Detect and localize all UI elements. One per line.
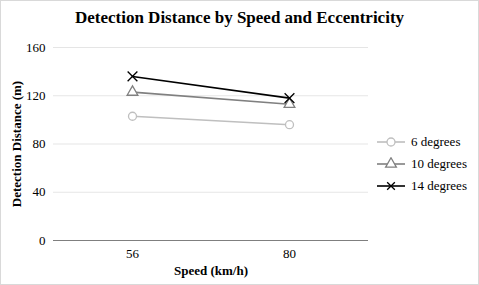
html-text:6 degrees: 6 degrees [411, 134, 461, 149]
svg-text:Detection Distance (m): Detection Distance (m) [9, 81, 24, 207]
svg-text:80: 80 [33, 136, 46, 151]
svg-text:Speed (km/h): Speed (km/h) [174, 263, 248, 278]
svg-text:120: 120 [26, 88, 46, 103]
html-text:10 degrees: 10 degrees [411, 156, 467, 171]
svg-text:80: 80 [283, 246, 296, 261]
svg-text:0: 0 [39, 233, 46, 248]
svg-text:56: 56 [126, 246, 140, 261]
html-text:14 degrees: 14 degrees [411, 178, 467, 193]
svg-text:40: 40 [33, 184, 46, 199]
html-text:Detection Distance by Speed an: Detection Distance by Speed and Eccentri… [75, 8, 404, 27]
svg-text:160: 160 [26, 40, 46, 55]
